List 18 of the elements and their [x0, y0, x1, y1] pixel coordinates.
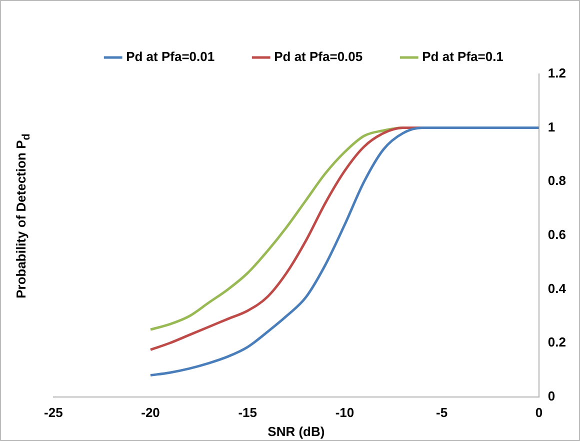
- x-tick-label: 0: [535, 405, 543, 420]
- y-tick-label: 1: [548, 119, 556, 134]
- legend-label: Pd at Pfa=0.1: [422, 49, 504, 64]
- x-axis-title: SNR (dB): [268, 424, 325, 439]
- line-series: [149, 126, 539, 377]
- y-tick-label: 0.4: [548, 280, 567, 296]
- y-tick-label: 0: [548, 388, 556, 404]
- legend-label: Pd at Pfa=0.05: [274, 49, 363, 64]
- x-tick-label: -25: [44, 405, 63, 420]
- y-tick-label: 0.6: [548, 226, 566, 242]
- y-tick-label: 0.2: [548, 334, 566, 350]
- x-tick-label: -20: [141, 405, 160, 420]
- y-tick-label: 1.2: [548, 66, 566, 81]
- x-tick-label: -5: [436, 405, 448, 420]
- y-tick-label: 0.8: [548, 173, 566, 188]
- x-tick-label: -15: [238, 405, 258, 420]
- legend-label: Pd at Pfa=0.01: [126, 49, 215, 64]
- x-tick-label: -10: [335, 405, 354, 420]
